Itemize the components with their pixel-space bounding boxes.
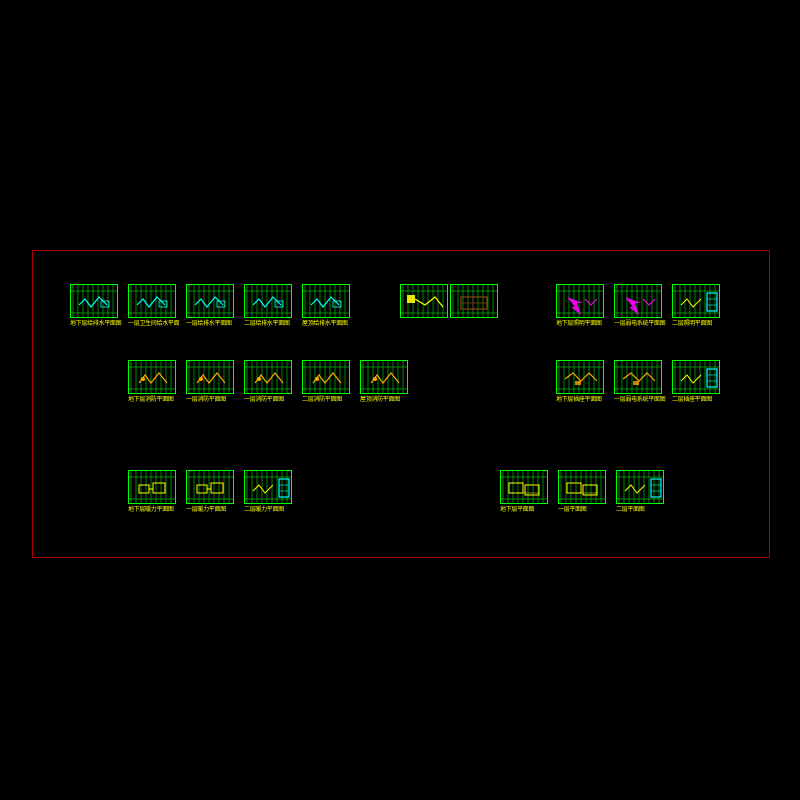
thumbnail-label: 二层消防平面图 xyxy=(302,397,342,403)
thumbnail-glyph xyxy=(245,361,292,394)
drawing-thumbnail: 二层平面图 xyxy=(616,470,664,504)
thumbnail-frame xyxy=(302,284,350,318)
drawing-thumbnail xyxy=(450,284,498,318)
drawing-thumbnail: 一层弱电系统平面图 xyxy=(614,284,662,318)
drawing-thumbnail: 屋顶消防平面图 xyxy=(360,360,408,394)
thumbnail-glyph xyxy=(673,285,720,318)
drawing-thumbnail: 地下层插座平面图 xyxy=(556,360,604,394)
drawing-thumbnail: 二层给排水平面图 xyxy=(244,284,292,318)
drawing-thumbnail: 一层消防平面图 xyxy=(186,360,234,394)
thumbnail-frame xyxy=(128,284,176,318)
thumbnail-glyph xyxy=(401,285,448,318)
drawing-thumbnail: 地下层暖力平面图 xyxy=(128,470,176,504)
thumbnail-glyph xyxy=(245,471,292,504)
thumbnail-label: 一层平面图 xyxy=(558,507,587,513)
thumbnail-frame xyxy=(450,284,498,318)
drawing-thumbnail: 地下层给排水平面图 xyxy=(70,284,118,318)
thumbnail-label: 一层消防平面图 xyxy=(186,397,226,403)
thumbnail-glyph xyxy=(187,361,234,394)
thumbnail-glyph xyxy=(557,285,604,318)
thumbnail-frame xyxy=(302,360,350,394)
thumbnail-frame xyxy=(244,470,292,504)
thumbnail-label: 屋顶给排水平面图 xyxy=(302,321,348,327)
thumbnail-glyph xyxy=(615,285,662,318)
thumbnail-label: 二层插座平面图 xyxy=(672,397,712,403)
drawing-thumbnail: 一层消防平面图 xyxy=(244,360,292,394)
thumbnail-glyph xyxy=(559,471,606,504)
thumbnail-glyph xyxy=(71,285,118,318)
thumbnail-glyph xyxy=(673,361,720,394)
thumbnail-frame xyxy=(186,360,234,394)
thumbnail-frame xyxy=(186,470,234,504)
thumbnail-glyph xyxy=(129,471,176,504)
thumbnail-glyph xyxy=(303,361,350,394)
thumbnail-label: 一层暖力平面图 xyxy=(186,507,226,513)
drawing-thumbnail: 一层平面图 xyxy=(558,470,606,504)
thumbnail-label: 一层卫生间给水平面 xyxy=(128,321,179,327)
thumbnail-label: 一层给排水平面图 xyxy=(186,321,232,327)
thumbnail-label: 地下层消防平面图 xyxy=(128,397,174,403)
thumbnail-glyph xyxy=(245,285,292,318)
drawing-thumbnail: 一层卫生间给水平面 xyxy=(128,284,176,318)
thumbnail-glyph xyxy=(129,285,176,318)
thumbnail-glyph xyxy=(617,471,664,504)
thumbnail-frame xyxy=(360,360,408,394)
thumbnail-label: 地下层照明平面图 xyxy=(556,321,602,327)
thumbnail-glyph xyxy=(187,285,234,318)
thumbnail-label: 地下层插座平面图 xyxy=(556,397,602,403)
thumbnail-glyph xyxy=(501,471,548,504)
drawing-thumbnail: 一层暖力平面图 xyxy=(186,470,234,504)
drawing-thumbnail: 二层插座平面图 xyxy=(672,360,720,394)
thumbnail-frame xyxy=(556,284,604,318)
thumbnail-glyph xyxy=(557,361,604,394)
thumbnail-frame xyxy=(614,284,662,318)
drawing-thumbnail: 一层弱电系统平面图 xyxy=(614,360,662,394)
drawing-thumbnail: 地下层照明平面图 xyxy=(556,284,604,318)
drawing-thumbnail xyxy=(400,284,448,318)
thumbnail-label: 二层给排水平面图 xyxy=(244,321,290,327)
drawing-thumbnail: 二层消防平面图 xyxy=(302,360,350,394)
drawing-thumbnail: 二层暖力平面图 xyxy=(244,470,292,504)
thumbnail-label: 地下层暖力平面图 xyxy=(128,507,174,513)
drawing-thumbnail: 地下层平面图 xyxy=(500,470,548,504)
thumbnail-glyph xyxy=(451,285,498,318)
thumbnail-frame xyxy=(128,470,176,504)
thumbnail-label: 地下层平面图 xyxy=(500,507,534,513)
thumbnail-label: 屋顶消防平面图 xyxy=(360,397,400,403)
thumbnail-glyph xyxy=(361,361,408,394)
thumbnail-label: 地下层给排水平面图 xyxy=(70,321,121,327)
thumbnail-label: 二层照明平面图 xyxy=(672,321,712,327)
drawing-thumbnail: 一层给排水平面图 xyxy=(186,284,234,318)
thumbnail-frame xyxy=(400,284,448,318)
thumbnail-frame xyxy=(186,284,234,318)
thumbnail-frame xyxy=(500,470,548,504)
drawing-thumbnail: 屋顶给排水平面图 xyxy=(302,284,350,318)
thumbnail-label: 一层弱电系统平面图 xyxy=(614,397,665,403)
drawing-thumbnail: 二层照明平面图 xyxy=(672,284,720,318)
thumbnail-frame xyxy=(672,360,720,394)
thumbnail-frame xyxy=(672,284,720,318)
thumbnail-glyph xyxy=(303,285,350,318)
thumbnail-frame xyxy=(558,470,606,504)
thumbnail-frame xyxy=(614,360,662,394)
thumbnail-frame xyxy=(616,470,664,504)
thumbnail-frame xyxy=(70,284,118,318)
thumbnail-label: 一层弱电系统平面图 xyxy=(614,321,665,327)
thumbnail-glyph xyxy=(615,361,662,394)
thumbnail-frame xyxy=(556,360,604,394)
thumbnail-frame xyxy=(244,360,292,394)
thumbnail-label: 二层暖力平面图 xyxy=(244,507,284,513)
thumbnail-frame xyxy=(244,284,292,318)
thumbnail-label: 二层平面图 xyxy=(616,507,645,513)
thumbnail-glyph xyxy=(129,361,176,394)
thumbnail-frame xyxy=(128,360,176,394)
thumbnail-glyph xyxy=(187,471,234,504)
drawing-thumbnail: 地下层消防平面图 xyxy=(128,360,176,394)
thumbnail-label: 一层消防平面图 xyxy=(244,397,284,403)
